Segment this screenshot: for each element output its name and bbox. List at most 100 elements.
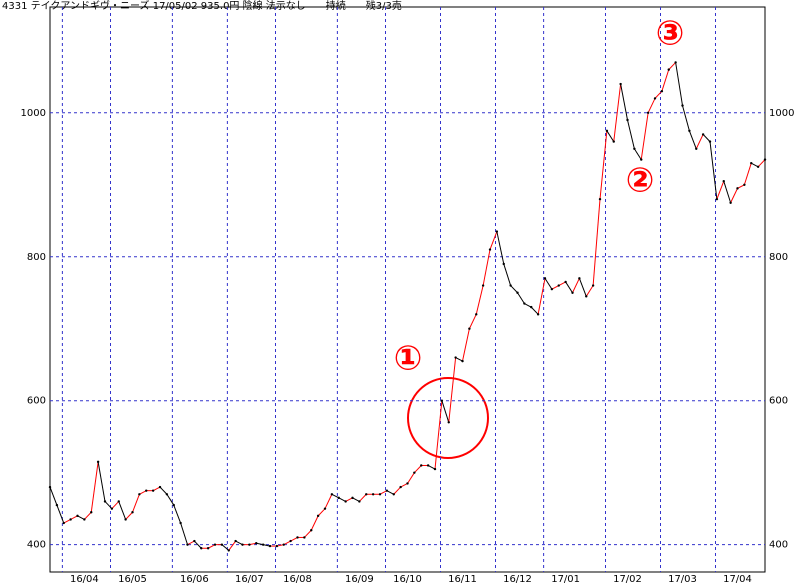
point bbox=[103, 500, 107, 503]
point bbox=[275, 544, 279, 548]
line-segment bbox=[283, 540, 291, 546]
point bbox=[461, 359, 464, 363]
line-segment bbox=[180, 522, 188, 545]
line-segment bbox=[682, 105, 690, 131]
annotation: ① bbox=[394, 339, 423, 379]
line-segment bbox=[304, 529, 312, 538]
chart-title: 4331 テイクアンドギヴ・ニーズ 17/05/02 935.0円 陰線 法示な… bbox=[2, 0, 402, 12]
line-segment bbox=[482, 249, 491, 286]
line-segment bbox=[730, 188, 738, 203]
line-segment bbox=[517, 292, 525, 304]
line-segment bbox=[97, 461, 106, 502]
point bbox=[76, 514, 79, 518]
x-tick-label: 17/04 bbox=[723, 574, 752, 585]
line-segment bbox=[640, 112, 649, 160]
line-segment bbox=[633, 148, 642, 160]
x-tick-label: 16/12 bbox=[503, 574, 532, 585]
line-segment bbox=[668, 62, 676, 70]
line-segment bbox=[675, 62, 683, 106]
point bbox=[530, 305, 533, 309]
point bbox=[172, 503, 175, 507]
point bbox=[413, 471, 416, 474]
point bbox=[756, 165, 760, 168]
line-segment bbox=[352, 497, 360, 502]
point bbox=[378, 493, 382, 496]
line-segment bbox=[489, 231, 498, 250]
point bbox=[701, 133, 705, 136]
line-segment bbox=[592, 199, 601, 286]
point bbox=[117, 500, 120, 503]
point bbox=[268, 544, 272, 548]
point bbox=[653, 97, 657, 100]
line-segment bbox=[152, 486, 161, 492]
point bbox=[48, 485, 52, 489]
y-tick-label: 800 bbox=[27, 252, 46, 263]
line-segment bbox=[551, 285, 559, 290]
point bbox=[248, 543, 251, 546]
line-segment bbox=[63, 519, 71, 524]
point bbox=[605, 129, 609, 132]
line-segment bbox=[84, 511, 92, 520]
line-segment bbox=[627, 119, 635, 149]
point bbox=[206, 547, 210, 550]
x-tick-label: 17/03 bbox=[668, 574, 697, 585]
line-segment bbox=[359, 493, 367, 502]
point bbox=[241, 543, 244, 546]
line-segment bbox=[606, 130, 615, 142]
line-segment bbox=[427, 465, 436, 470]
x-tick-label: 16/04 bbox=[70, 574, 99, 585]
line-segment bbox=[558, 281, 566, 286]
y-tick-label-right: 800 bbox=[769, 252, 788, 263]
point bbox=[688, 129, 691, 132]
line-segment bbox=[235, 540, 243, 546]
point bbox=[591, 284, 595, 287]
line-segment bbox=[613, 83, 622, 142]
point bbox=[495, 230, 499, 233]
line-segment bbox=[414, 465, 422, 474]
point bbox=[729, 201, 732, 204]
point bbox=[646, 111, 650, 115]
point bbox=[69, 518, 72, 521]
y-tick-label-right: 400 bbox=[769, 540, 788, 551]
point bbox=[612, 140, 615, 143]
point bbox=[151, 489, 155, 492]
line-segment bbox=[468, 314, 477, 329]
point bbox=[179, 521, 182, 525]
point bbox=[736, 187, 739, 190]
point bbox=[110, 507, 114, 510]
line-segment bbox=[530, 306, 539, 315]
line-segment bbox=[393, 486, 401, 495]
point bbox=[543, 277, 547, 280]
point bbox=[337, 496, 340, 500]
point bbox=[351, 496, 354, 500]
line-segment bbox=[620, 83, 628, 121]
y-tick-label: 600 bbox=[27, 396, 46, 407]
y-tick-label-right: 1000 bbox=[769, 108, 794, 119]
x-tick-label: 17/02 bbox=[613, 574, 642, 585]
line-segment bbox=[166, 493, 175, 506]
line-segment bbox=[599, 130, 608, 200]
line-segment bbox=[407, 472, 415, 484]
line-segment bbox=[524, 303, 532, 308]
line-segment bbox=[290, 537, 298, 542]
line-segment bbox=[510, 285, 518, 294]
point bbox=[585, 295, 588, 298]
point bbox=[385, 489, 389, 492]
point bbox=[550, 287, 554, 291]
line-segment bbox=[475, 285, 484, 315]
point bbox=[722, 179, 725, 183]
line-segment bbox=[159, 486, 168, 495]
point bbox=[96, 460, 100, 464]
point bbox=[640, 158, 643, 161]
point bbox=[626, 118, 629, 122]
line-segment bbox=[118, 501, 127, 520]
point bbox=[316, 514, 320, 518]
point bbox=[557, 284, 560, 287]
line-segment bbox=[544, 278, 553, 290]
point bbox=[55, 503, 59, 507]
point bbox=[323, 507, 327, 510]
point bbox=[145, 489, 148, 492]
point bbox=[261, 543, 265, 546]
point bbox=[289, 539, 292, 543]
